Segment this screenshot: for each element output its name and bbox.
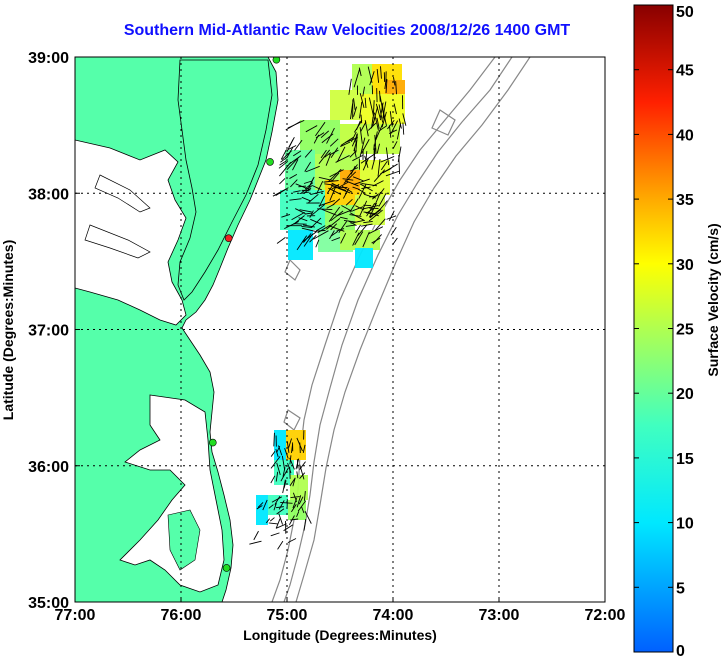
- colorbar-tick-label: 40: [676, 127, 694, 144]
- land-delmarva: [177, 59, 273, 301]
- map-title: Southern Mid-Atlantic Raw Velocities 200…: [123, 22, 571, 39]
- latitude-ticks: 39:00 38:00 37:00 36:00 35:00: [28, 50, 80, 612]
- map-grid: [75, 57, 605, 602]
- lat-tick-label: 39:00: [28, 50, 69, 67]
- bathymetry-contours: [271, 57, 531, 602]
- longitude-ticks: 77:00 76:00 75:00 74:00 73:00 72:00: [55, 597, 626, 624]
- radar-sites: [209, 57, 281, 572]
- lon-tick-label: 72:00: [585, 607, 626, 624]
- colorbar-tick-label: 15: [676, 451, 694, 468]
- y-axis-label: Latitude (Degrees:Minutes): [0, 240, 16, 420]
- x-axis-label: Longitude (Degrees:Minutes): [243, 627, 437, 643]
- colorbar-gradient: [633, 4, 674, 653]
- radar-site-marker: [272, 57, 281, 64]
- lon-tick-label: 73:00: [479, 607, 520, 624]
- colorbar-tick-label: 50: [676, 4, 694, 21]
- radar-site-marker: [209, 438, 217, 447]
- velocity-field-north: [280, 64, 405, 268]
- colorbar-tick-label: 5: [676, 580, 685, 597]
- colorbar-tick-label: 10: [676, 516, 694, 533]
- lon-tick-label: 75:00: [267, 607, 308, 624]
- radar-site-marker: [224, 234, 233, 243]
- lat-tick-label: 38:00: [28, 186, 69, 203]
- colorbar-tick-label: 0: [676, 643, 685, 659]
- lon-tick-label: 74:00: [373, 607, 414, 624]
- lat-tick-label: 36:00: [28, 459, 69, 476]
- lon-tick-label: 77:00: [55, 607, 96, 624]
- lat-tick-label: 35:00: [28, 595, 69, 612]
- velocity-vectors: [249, 66, 407, 550]
- colorbar-tick-label: 25: [676, 322, 694, 339]
- colorbar-tick-label: 45: [676, 63, 694, 80]
- lon-tick-label: 76:00: [161, 607, 202, 624]
- colorbar-tick-label: 30: [676, 257, 694, 274]
- colorbar-tick-label: 20: [676, 386, 694, 403]
- colorbar-label: Surface Velocity (cm/s): [705, 223, 721, 376]
- radar-site-marker: [266, 158, 274, 166]
- colorbar-tick-label: 35: [676, 192, 694, 209]
- lat-tick-label: 37:00: [28, 323, 69, 340]
- map-plot-area: [75, 57, 605, 602]
- radar-site-marker: [222, 564, 231, 572]
